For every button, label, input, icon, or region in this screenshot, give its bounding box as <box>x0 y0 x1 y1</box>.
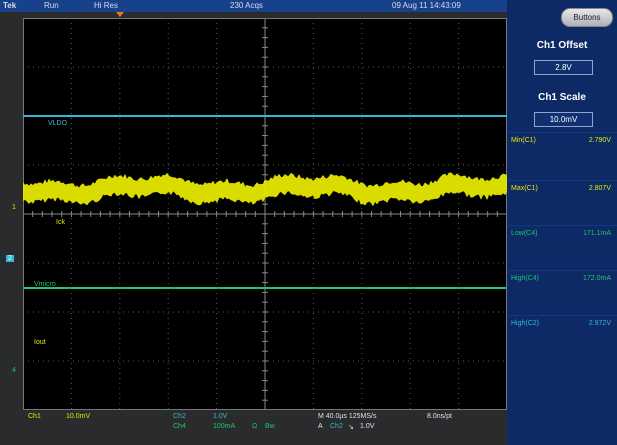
timebase[interactable]: M 40.0µs 125MS/s <box>318 413 377 420</box>
measurement-value: 2.790V <box>588 137 611 144</box>
trigger-position-marker[interactable] <box>116 12 124 17</box>
measurement-value: 171.1mA <box>582 230 611 237</box>
brand-label: Tek <box>3 1 17 10</box>
ch2-ground-marker[interactable]: 2 <box>6 255 14 262</box>
trace-label-vldo: VLDO <box>48 120 68 127</box>
ch4-scale[interactable]: 100mA <box>213 423 236 430</box>
trigger-slope-icon: ↘ <box>348 424 354 431</box>
trace-ch1-noise <box>23 172 507 207</box>
trace-label-iout: Iout <box>34 339 46 346</box>
ch1-offset-value[interactable]: 2.8V <box>534 60 593 75</box>
buttons-button[interactable]: Buttons <box>561 8 613 27</box>
resolution: 8.0ns/pt <box>427 413 452 420</box>
ch4-name[interactable]: Ch4 <box>173 423 186 430</box>
graticule-border <box>23 18 507 410</box>
ch2-name[interactable]: Ch2 <box>173 413 186 420</box>
measurement-label: Low(C4) <box>511 230 538 237</box>
measurement-label: High(C2) <box>511 320 540 327</box>
measurement-label: Min(C1) <box>511 137 536 144</box>
ch1-scale[interactable]: 10.0mV <box>66 413 91 420</box>
graticule <box>23 18 507 410</box>
ch1-scale-value[interactable]: 10.0mV <box>534 112 593 127</box>
ch1-scale-title: Ch1 Scale <box>538 92 586 103</box>
ch1-ground-marker[interactable]: 1 <box>12 204 16 211</box>
measurement-value: 2.972V <box>588 320 611 327</box>
measurement-label: Max(C1) <box>511 185 538 192</box>
measurement-value: 2.807V <box>588 185 611 192</box>
waveform-display[interactable] <box>23 18 507 410</box>
measurement-high-c2[interactable]: High(C2) 2.972V <box>507 315 617 376</box>
trace-label-ick: Ick <box>56 219 65 226</box>
ch4-impedance: Ω <box>252 423 258 430</box>
datetime: 09 Aug 11 14:43:09 <box>392 1 461 10</box>
trigger-source[interactable]: Ch2 <box>330 423 343 430</box>
run-state[interactable]: Run <box>44 1 59 10</box>
measurement-low-c4[interactable]: Low(C4) 171.1mA <box>507 225 617 286</box>
acquisition-count: 230 Acqs <box>230 1 263 10</box>
measurement-value: 172.0mA <box>582 275 611 282</box>
measurement-max-c1[interactable]: Max(C1) 2.807V <box>507 180 617 241</box>
acquisition-mode[interactable]: Hi Res <box>94 1 119 10</box>
ch1-name[interactable]: Ch1 <box>28 413 41 420</box>
ch4-ground-marker[interactable]: 4 <box>12 367 16 374</box>
trigger-level[interactable]: 1.0V <box>360 423 375 430</box>
measurement-min-c1[interactable]: Min(C1) 2.790V <box>507 132 617 193</box>
trace-label-vmicro: Vmicro <box>34 281 56 288</box>
ch1-offset-title: Ch1 Offset <box>536 40 588 51</box>
trigger-mode[interactable]: A <box>318 423 323 430</box>
ch2-scale[interactable]: 1.0V <box>213 413 228 420</box>
channel-settings-bar: Ch1 10.0mV Ch2 1.0V Ch4 100mA Ω Bw M 40.… <box>0 410 507 445</box>
ch4-bandwidth: Bw <box>265 423 275 430</box>
measurement-label: High(C4) <box>511 275 540 282</box>
measurement-high-c4[interactable]: High(C4) 172.0mA <box>507 270 617 331</box>
status-bar: Tek Run Hi Res 230 Acqs 09 Aug 11 14:43:… <box>0 0 507 12</box>
